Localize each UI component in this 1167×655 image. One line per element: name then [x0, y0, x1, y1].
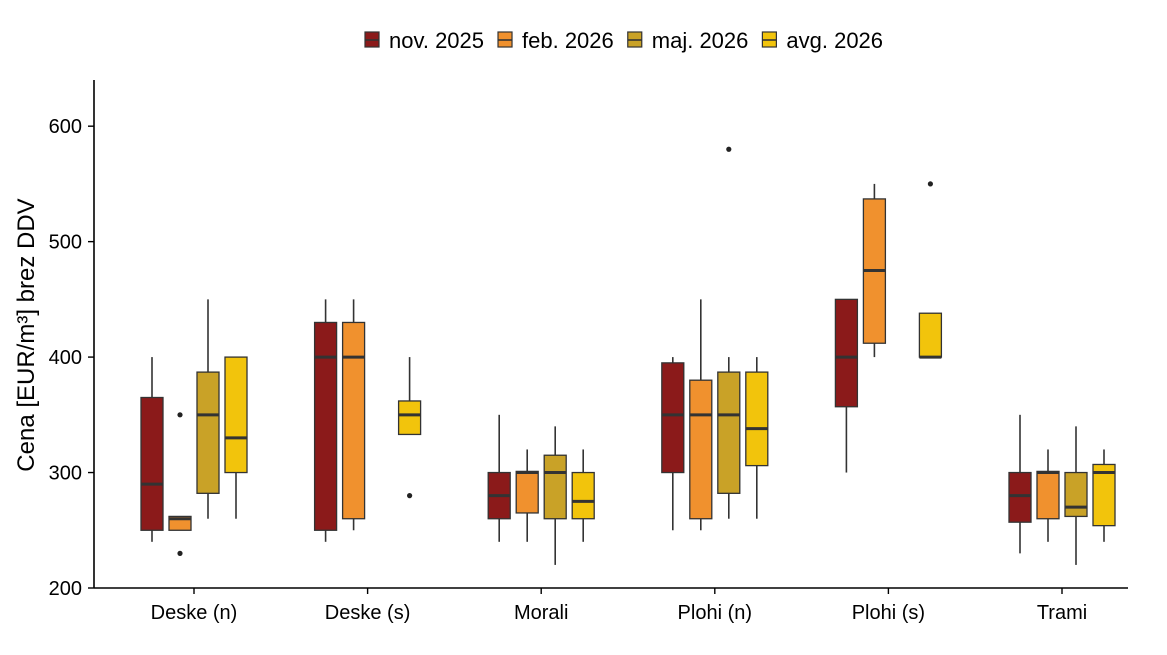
legend: nov. 2025 feb. 2026 maj. 2026 avg. 2026: [364, 28, 883, 53]
box-1-1: [341, 299, 366, 531]
box-body: [224, 356, 248, 474]
x-tick-label: Trami: [1037, 602, 1087, 624]
box-body: [1036, 470, 1060, 520]
box-body: [543, 454, 567, 520]
y-tick-label: 600: [49, 116, 82, 138]
box-1-5: [1036, 449, 1060, 542]
box-3-4: [918, 181, 943, 359]
box-3-2: [571, 449, 595, 542]
outlier-point: [927, 181, 934, 187]
box-2-0: [196, 299, 220, 519]
legend-label: avg. 2026: [786, 28, 883, 53]
box-2-2: [543, 426, 567, 565]
box-0-3: [661, 357, 685, 531]
legend-label: feb. 2026: [522, 28, 614, 53]
box-body: [745, 371, 769, 467]
legend-item: maj. 2026: [627, 28, 749, 53]
outlier-point: [407, 493, 413, 499]
legend-item: avg. 2026: [761, 28, 883, 53]
box-body: [313, 321, 338, 531]
box-3-1: [397, 357, 422, 499]
box-body: [341, 321, 366, 520]
y-tick-label: 300: [49, 463, 82, 485]
box-body: [834, 298, 859, 408]
box-body: [1092, 463, 1116, 527]
box-body: [1064, 471, 1088, 518]
box-3-0: [224, 356, 248, 519]
box-3-5: [1092, 449, 1116, 542]
legend-label: maj. 2026: [652, 28, 749, 53]
box-1-2: [515, 449, 539, 542]
x-tick-label: Plohi (s): [852, 602, 925, 624]
box-3-3: [745, 357, 769, 519]
x-tick-label: Deske (s): [325, 602, 411, 624]
box-0-4: [834, 298, 859, 473]
box-body: [196, 371, 220, 494]
plot-area: [140, 146, 1116, 565]
box-body: [515, 470, 539, 514]
box-body: [571, 471, 595, 520]
box-body: [397, 400, 422, 436]
y-axis-label: Cena [EUR/m³] brez DDV: [13, 198, 40, 471]
x-tick-label: Plohi (n): [678, 602, 752, 624]
legend-item: feb. 2026: [497, 28, 614, 53]
box-2-5: [1064, 426, 1088, 565]
axes: 200 300 400 500 600 Deske (n) Deske (s) Morali P…: [49, 80, 1128, 624]
box-1-0: [168, 412, 192, 556]
box-body: [140, 396, 164, 531]
y-tick-label: 400: [49, 347, 82, 369]
box-body: [918, 312, 943, 358]
box-body: [661, 362, 685, 474]
legend-item: nov. 2025: [364, 28, 484, 53]
outlier-point: [177, 550, 183, 556]
box-0-2: [487, 414, 511, 542]
box-body: [689, 379, 713, 520]
box-1-4: [862, 183, 887, 358]
box-1-3: [689, 299, 713, 531]
box-0-1: [313, 299, 338, 542]
box-0-5: [1008, 414, 1032, 554]
box-body: [1008, 471, 1032, 523]
legend-label: nov. 2025: [389, 28, 484, 53]
outlier-point: [726, 146, 732, 152]
box-body: [717, 371, 741, 494]
box-2-3: [717, 146, 741, 519]
y-tick-label: 200: [49, 578, 82, 600]
x-tick-label: Deske (n): [151, 602, 238, 624]
y-tick-label: 500: [49, 232, 82, 254]
x-tick-label: Morali: [514, 602, 568, 624]
outlier-point: [177, 412, 183, 418]
box-0-0: [140, 357, 164, 542]
